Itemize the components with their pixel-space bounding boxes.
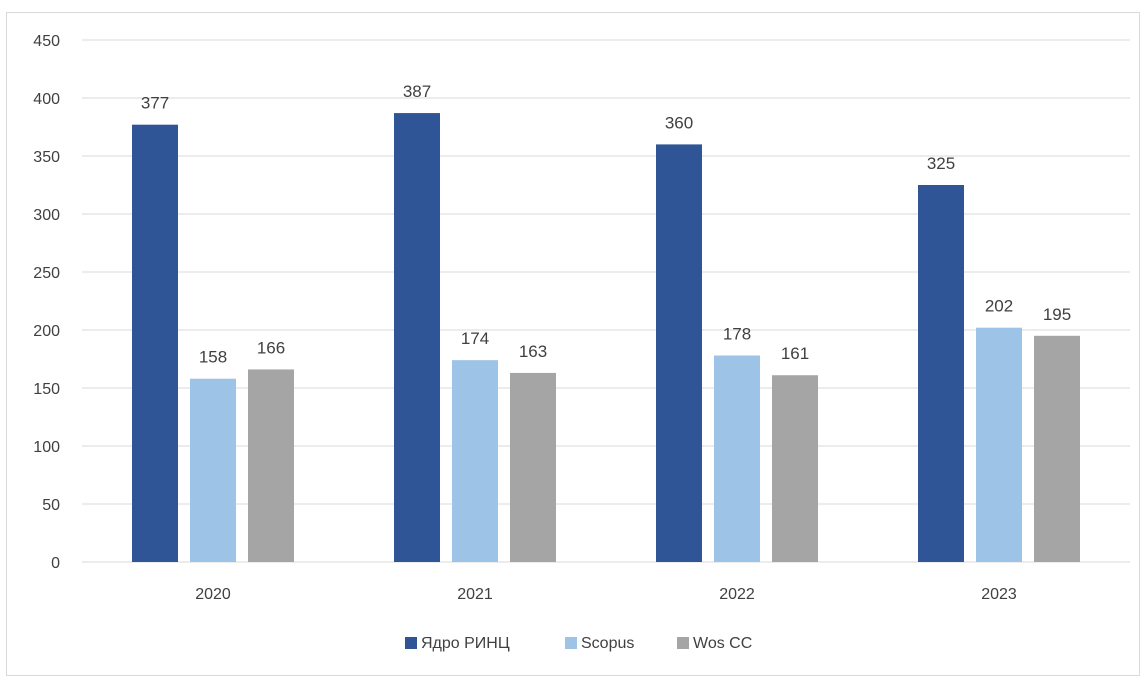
y-tick-label: 350 — [33, 149, 60, 166]
data-label: 178 — [723, 325, 751, 344]
data-label: 161 — [781, 344, 809, 363]
y-tick-label: 100 — [33, 439, 60, 456]
data-label: 360 — [665, 113, 693, 132]
bars — [132, 113, 1080, 563]
bar — [452, 360, 498, 562]
x-tick-label: 2020 — [195, 586, 231, 603]
y-tick-label: 0 — [51, 555, 60, 572]
bar — [976, 327, 1022, 562]
bar — [132, 124, 178, 563]
bar — [248, 369, 294, 562]
x-tick-label: 2023 — [981, 586, 1017, 603]
bar — [656, 144, 702, 562]
data-labels: 377 158 166 387 174 163 360 178 161 325 202 195 — [141, 82, 1071, 367]
legend-swatch — [405, 637, 417, 649]
legend-swatch — [565, 637, 577, 649]
gridlines — [82, 39, 1130, 563]
x-axis-ticks: 2020 2021 2022 2023 — [195, 586, 1017, 603]
x-tick-label: 2021 — [457, 586, 493, 603]
data-label: 195 — [1043, 305, 1071, 324]
y-tick-label: 150 — [33, 381, 60, 398]
x-tick-label: 2022 — [719, 586, 755, 603]
data-label: 387 — [403, 82, 431, 101]
legend: Ядро РИНЦ Scopus Wos CC — [405, 635, 752, 652]
y-tick-label: 450 — [33, 33, 60, 50]
y-tick-label: 50 — [42, 497, 60, 514]
data-label: 202 — [985, 297, 1013, 316]
y-tick-label: 200 — [33, 323, 60, 340]
data-label: 163 — [519, 342, 547, 361]
legend-swatch — [677, 637, 689, 649]
bar — [714, 355, 760, 562]
y-axis-ticks: 0 50 100 150 200 250 300 350 400 450 — [33, 33, 60, 572]
data-label: 325 — [927, 154, 955, 173]
y-tick-label: 250 — [33, 265, 60, 282]
data-label: 377 — [141, 94, 169, 113]
legend-label: Ядро РИНЦ — [421, 635, 510, 652]
legend-label: Wos CC — [693, 635, 752, 652]
data-label: 166 — [257, 338, 285, 357]
data-label: 158 — [199, 348, 227, 367]
bar — [394, 113, 440, 562]
bar — [190, 378, 236, 562]
y-tick-label: 300 — [33, 207, 60, 224]
bar — [772, 375, 818, 562]
data-label: 174 — [461, 329, 489, 348]
y-tick-label: 400 — [33, 91, 60, 108]
bar — [1034, 335, 1080, 562]
bar — [918, 185, 964, 562]
bar — [510, 372, 556, 562]
legend-label: Scopus — [581, 635, 634, 652]
